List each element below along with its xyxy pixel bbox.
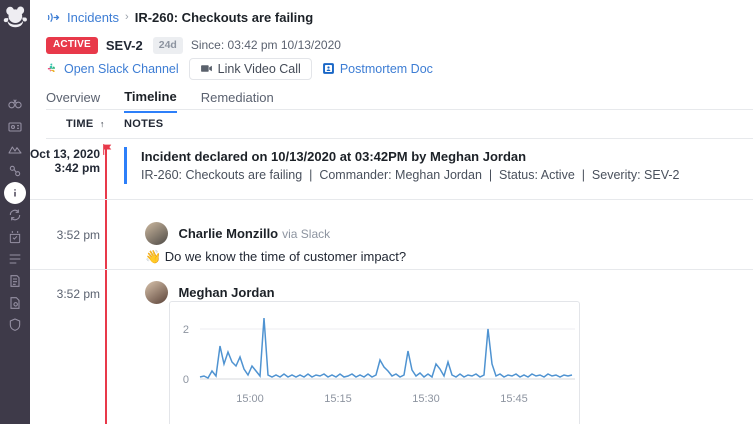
svg-text:2: 2: [183, 324, 189, 336]
svg-text:15:45: 15:45: [500, 393, 528, 405]
svg-text:15:15: 15:15: [324, 393, 352, 405]
svg-text:0: 0: [183, 374, 189, 386]
svg-text:15:00: 15:00: [236, 393, 264, 405]
svg-text:15:30: 15:30: [412, 393, 440, 405]
